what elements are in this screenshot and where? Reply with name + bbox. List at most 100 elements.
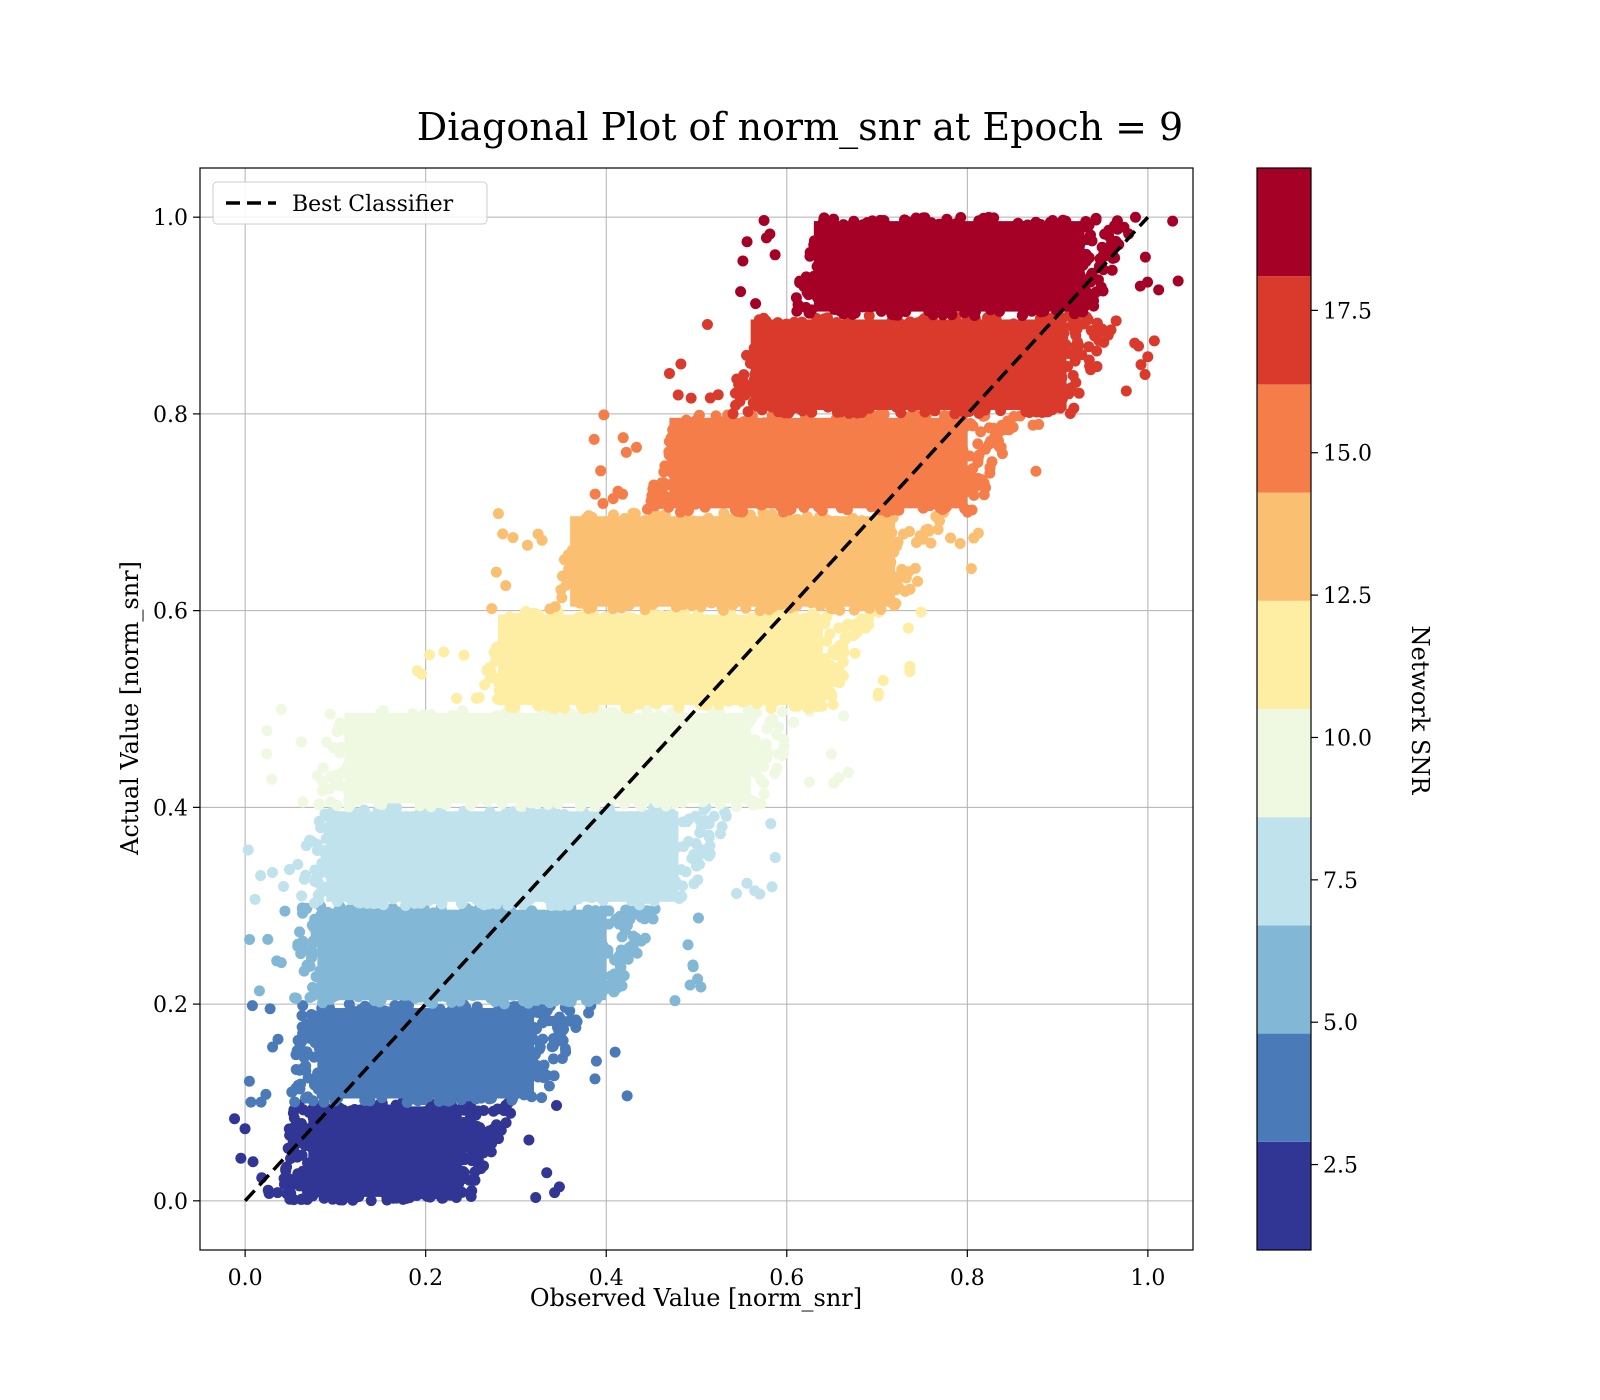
scatter-point bbox=[980, 482, 992, 494]
scatter-point bbox=[849, 647, 861, 659]
scatter-point bbox=[965, 563, 977, 575]
scatter-point bbox=[472, 1105, 484, 1117]
scatter-point bbox=[833, 772, 845, 784]
scatter-point bbox=[278, 1172, 290, 1184]
scatter-point bbox=[969, 473, 981, 485]
scatter-point bbox=[803, 776, 815, 788]
scatter-point bbox=[1120, 385, 1132, 397]
scatter-point bbox=[588, 433, 600, 445]
scatter-point bbox=[458, 649, 470, 661]
scatter-point bbox=[564, 1005, 576, 1017]
scatter-point bbox=[703, 850, 715, 862]
scatter-dense-region bbox=[317, 909, 607, 1001]
scatter-point bbox=[486, 603, 498, 615]
scatter-point bbox=[777, 706, 789, 718]
scatter-point bbox=[536, 1092, 548, 1104]
scatter-point bbox=[261, 748, 273, 760]
scatter-point bbox=[245, 1096, 257, 1108]
scatter-point bbox=[826, 690, 838, 702]
scatter-point bbox=[825, 748, 837, 760]
scatter-point bbox=[597, 498, 609, 510]
scatter-point bbox=[605, 970, 617, 982]
scatter-point bbox=[834, 640, 846, 652]
scatter-point bbox=[676, 880, 688, 892]
scatter-point bbox=[730, 399, 742, 411]
scatter-point bbox=[1085, 325, 1097, 337]
scatter-point bbox=[552, 1034, 564, 1046]
scatter-point bbox=[292, 1177, 304, 1189]
scatter-point bbox=[1129, 337, 1141, 349]
scatter-point bbox=[313, 798, 325, 810]
scatter-point bbox=[324, 708, 336, 720]
scatter-point bbox=[1139, 369, 1151, 381]
scatter-point bbox=[488, 1105, 500, 1117]
scatter-point bbox=[672, 389, 684, 401]
scatter-point bbox=[492, 508, 504, 520]
scatter-point bbox=[1142, 351, 1154, 363]
scatter-point bbox=[284, 1193, 296, 1205]
scatter-point bbox=[295, 1117, 307, 1129]
scatter-point bbox=[1083, 354, 1095, 366]
scatter-point bbox=[473, 691, 485, 703]
scatter-point bbox=[235, 1152, 247, 1164]
scatter-point bbox=[704, 840, 716, 852]
scatter-point bbox=[701, 318, 713, 330]
scatter-point bbox=[788, 716, 800, 728]
scatter-point bbox=[479, 679, 491, 691]
scatter-point bbox=[261, 725, 273, 737]
scatter-point bbox=[612, 485, 624, 497]
scatter-point bbox=[694, 849, 706, 861]
scatter-point bbox=[244, 933, 256, 945]
scatter-point bbox=[333, 721, 345, 733]
scatter-point bbox=[297, 907, 309, 919]
scatter-point bbox=[669, 995, 681, 1007]
scatter-point bbox=[292, 858, 304, 870]
scatter-point bbox=[677, 841, 689, 853]
scatter-point bbox=[283, 1184, 295, 1196]
scatter-dense-region bbox=[750, 319, 1067, 410]
scatter-point bbox=[267, 1041, 279, 1053]
scatter-point bbox=[538, 1059, 550, 1071]
scatter-point bbox=[304, 834, 316, 846]
scatter-point bbox=[589, 1073, 601, 1085]
scatter-point bbox=[365, 1195, 377, 1207]
scatter-point bbox=[1073, 348, 1085, 360]
scatter-dense-region bbox=[326, 811, 679, 902]
scatter-point bbox=[304, 992, 316, 1004]
scatter-point bbox=[286, 1086, 298, 1098]
scatter-point bbox=[682, 939, 694, 951]
scatter-point bbox=[695, 981, 707, 993]
scatter-point bbox=[293, 939, 305, 951]
scatter-point bbox=[1030, 465, 1042, 477]
scatter-point bbox=[589, 488, 601, 500]
scatter-point bbox=[266, 773, 278, 785]
scatter-point bbox=[627, 930, 639, 942]
scatter-point bbox=[610, 914, 622, 926]
plot-area: 0.0 0.2 0.4 0.6 0.8 1.0 0.00.20.40.60.81.0 Be… bbox=[153, 167, 1194, 1291]
scatter-point bbox=[758, 788, 770, 800]
scatter-point bbox=[733, 379, 745, 391]
scatter-point bbox=[656, 477, 668, 489]
scatter-point bbox=[872, 687, 884, 699]
chart-title: Diagonal Plot of norm_snr at Epoch = 9 bbox=[417, 105, 1183, 150]
scatter-point bbox=[695, 821, 707, 833]
scatter-point bbox=[778, 733, 790, 745]
scatter-point bbox=[769, 768, 781, 780]
scatter-point bbox=[704, 392, 716, 404]
scatter-point bbox=[423, 649, 435, 661]
scatter-point bbox=[621, 1090, 633, 1102]
scatter-point bbox=[967, 420, 979, 432]
scatter-point bbox=[972, 527, 984, 539]
scatter-point bbox=[294, 1044, 306, 1056]
scatter-point bbox=[484, 1125, 496, 1137]
scatter-point bbox=[615, 944, 627, 956]
scatter-point bbox=[309, 875, 321, 887]
scatter-point bbox=[466, 1185, 478, 1197]
scatter-point bbox=[278, 880, 290, 892]
scatter-point bbox=[595, 465, 607, 477]
scatter-point bbox=[401, 1096, 413, 1108]
scatter-point bbox=[1071, 318, 1083, 330]
scatter-point bbox=[272, 1033, 284, 1045]
scatter-point bbox=[549, 601, 561, 613]
scatter-point bbox=[560, 1046, 572, 1058]
